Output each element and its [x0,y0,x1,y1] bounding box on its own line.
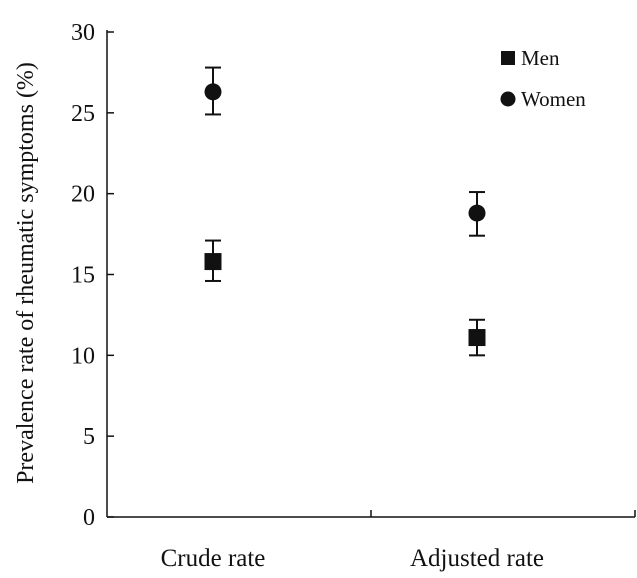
y-tick-label: 5 [83,424,95,450]
y-axis-label: Prevalence rate of rheumatic symptoms (%… [13,62,39,484]
y-tick-label: 10 [71,343,95,369]
data-point-men [468,329,486,347]
legend-marker-women [500,91,516,107]
legend-label-women: Women [521,87,586,111]
data-point-women [204,83,222,101]
legend-marker-men [501,51,515,65]
y-tick-label: 0 [83,505,95,531]
legend: Men Women [500,46,586,111]
data-point-men [204,253,222,271]
y-tick-label: 20 [71,182,95,208]
points-layer [204,83,486,347]
x-tick-label: Adjusted rate [410,545,544,572]
y-tick-label: 30 [71,20,95,46]
error-bars-layer [205,66,485,357]
data-point-women [468,204,486,222]
legend-label-men: Men [521,46,560,70]
x-tick-label: Crude rate [161,545,266,572]
ticks-layer: 0 5 10 15 20 25 30 Crude rate Adjusted rate [71,20,636,572]
y-tick-label: 15 [71,263,95,289]
y-tick-label: 25 [71,101,95,127]
